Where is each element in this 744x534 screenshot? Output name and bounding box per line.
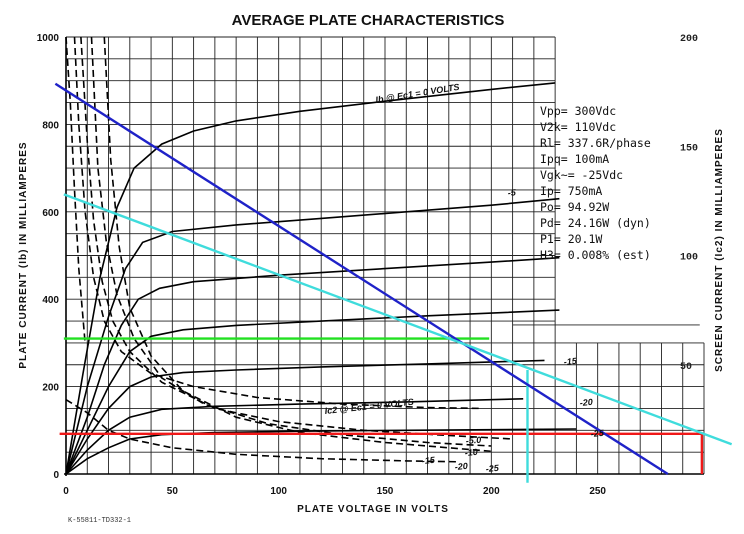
screen-curve-0: [65, 36, 86, 343]
load-line-cyan: [63, 193, 733, 446]
y2-tick-150: 150: [680, 143, 698, 154]
annot-plate--20: -20: [579, 397, 593, 408]
info-line-1: V2k= 110Vdc: [540, 120, 616, 134]
annot-screen--5.0: -5.0: [465, 435, 481, 446]
plate-curve-4: [65, 359, 545, 475]
info-line-5: Ip= 750mA: [540, 184, 602, 198]
tube-curves: [65, 36, 577, 475]
annot-ib-family: Ib @ Ec1 = 0 VOLTS: [375, 82, 460, 105]
y-tick-600: 600: [42, 208, 59, 219]
info-line-4: Vgk~= -25Vdc: [540, 168, 623, 182]
info-line-0: Vpp= 300Vdc: [540, 104, 616, 118]
info-line-9: H3= 0.008% (est): [540, 248, 651, 262]
info-line-8: P1= 20.1W: [540, 232, 602, 246]
y2-tick-50: 50: [680, 362, 692, 373]
screen-curve-3: [90, 36, 492, 447]
load-lines: [54, 82, 733, 483]
x-tick-0: 0: [63, 486, 69, 497]
plate-curve-5: [65, 398, 524, 475]
info-line-2: Rl= 337.6R/phase: [540, 136, 651, 150]
x-tick-50: 50: [167, 486, 179, 497]
y2-axis-label: SCREEN CURRENT (Ic2) IN MILLIAMPERES: [714, 128, 725, 372]
annot-screen--20: -20: [454, 461, 468, 472]
info-line-6: Po= 94.92W: [540, 200, 609, 214]
plate-curve-2: [65, 256, 560, 475]
x-tick-200: 200: [483, 486, 500, 497]
x-tick-100: 100: [270, 486, 287, 497]
x-axis-label: PLATE VOLTAGE IN VOLTS: [297, 504, 449, 515]
info-line-3: Ipq= 100mA: [540, 152, 609, 166]
plate-curve-1: [65, 197, 560, 475]
x-tick-250: 250: [589, 486, 606, 497]
y-tick-labels: 0 200 400 600 800 1000: [37, 33, 60, 481]
axes: [64, 37, 704, 476]
y-tick-1000: 1000: [37, 33, 60, 44]
y2-tick-100: 100: [680, 253, 698, 264]
annot-ic2-family: Ic2 @ Ec1 = 0 VOLTS: [324, 397, 414, 416]
y-axis-label: PLATE CURRENT (Ib) IN MILLIAMPERES: [18, 141, 29, 368]
y-tick-400: 400: [42, 295, 59, 306]
y-tick-0: 0: [53, 470, 59, 481]
y2-tick-200: 200: [680, 34, 698, 45]
screen-curve-4: [103, 36, 492, 453]
operating-point-info: Vpp= 300Vdc V2k= 110Vdc Rl= 337.6R/phase Ip…: [540, 104, 651, 262]
plate-curve-3: [65, 309, 560, 475]
info-line-7: Pd= 24.16W (dyn): [540, 216, 651, 230]
screen-curve-5: [65, 399, 460, 463]
screen-curve-2: [80, 36, 513, 440]
annot-screen--15: -15: [421, 455, 436, 466]
annot-plate--25: -25: [590, 428, 605, 439]
x-tick-150: 150: [377, 486, 394, 497]
screen-curve-1: [73, 36, 481, 410]
footnote: K-55811-TD332-1: [68, 517, 131, 525]
annot-screen--25: -25: [485, 463, 500, 474]
load-line-blue: [54, 82, 669, 476]
annot-plate--5: -5: [507, 187, 517, 198]
chart-title: AVERAGE PLATE CHARACTERISTICS: [232, 12, 505, 29]
y-tick-800: 800: [42, 120, 59, 131]
annot-plate--15: -15: [563, 356, 578, 367]
y-tick-200: 200: [42, 383, 59, 394]
x-tick-labels: 0 50 100 150 200 250: [63, 486, 606, 497]
y2-tick-labels: 50 100 150 200: [680, 34, 698, 373]
annot-screen--10: -10: [464, 447, 478, 458]
